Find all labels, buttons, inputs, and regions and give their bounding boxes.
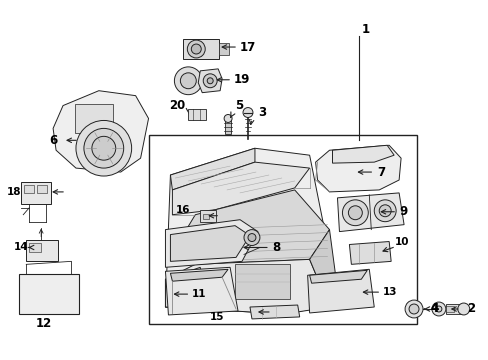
Circle shape — [457, 303, 469, 315]
Bar — [24, 185, 34, 193]
Text: 7: 7 — [376, 166, 385, 179]
Circle shape — [342, 200, 367, 226]
Polygon shape — [165, 260, 329, 314]
Text: 20: 20 — [169, 99, 185, 112]
Bar — [26, 239, 58, 261]
Circle shape — [174, 67, 202, 95]
Circle shape — [243, 108, 252, 117]
Polygon shape — [53, 91, 148, 172]
Polygon shape — [180, 190, 329, 264]
Circle shape — [347, 206, 362, 220]
Bar — [29, 243, 41, 252]
Polygon shape — [249, 305, 299, 319]
Polygon shape — [198, 69, 222, 93]
Polygon shape — [307, 269, 373, 313]
Bar — [203, 214, 209, 219]
Circle shape — [224, 114, 232, 122]
Text: 8: 8 — [271, 241, 280, 254]
Polygon shape — [165, 267, 205, 307]
Circle shape — [92, 136, 116, 160]
Circle shape — [203, 74, 217, 88]
Text: 3: 3 — [257, 106, 265, 119]
Circle shape — [435, 306, 441, 312]
Bar — [445, 304, 463, 314]
Bar — [224, 121, 231, 134]
Polygon shape — [349, 242, 390, 264]
Polygon shape — [170, 148, 254, 190]
Bar — [148, 135, 416, 324]
Polygon shape — [165, 220, 257, 267]
Circle shape — [191, 44, 201, 54]
Bar — [188, 109, 206, 121]
Text: 15: 15 — [210, 312, 224, 322]
Text: 19: 19 — [234, 73, 250, 86]
Text: 6: 6 — [49, 134, 57, 147]
Polygon shape — [309, 270, 366, 283]
Bar — [37, 185, 47, 193]
Circle shape — [373, 200, 395, 222]
Circle shape — [404, 300, 422, 318]
Polygon shape — [170, 226, 249, 261]
Bar — [183, 39, 219, 59]
Text: 17: 17 — [240, 41, 256, 54]
Text: 4: 4 — [430, 302, 438, 315]
Polygon shape — [332, 145, 393, 163]
Text: 1: 1 — [361, 23, 369, 36]
Circle shape — [244, 230, 260, 246]
Polygon shape — [170, 269, 227, 281]
Polygon shape — [315, 145, 400, 192]
Bar — [19, 274, 79, 314]
Text: 13: 13 — [383, 287, 397, 297]
Bar — [21, 182, 51, 204]
Bar — [445, 306, 453, 312]
Circle shape — [187, 40, 205, 58]
Polygon shape — [337, 193, 403, 231]
Text: 18: 18 — [6, 187, 21, 197]
Polygon shape — [165, 148, 339, 314]
Bar — [219, 43, 228, 55]
Circle shape — [431, 302, 445, 316]
Circle shape — [408, 304, 418, 314]
Polygon shape — [165, 267, 238, 315]
Text: 10: 10 — [394, 237, 409, 247]
Text: 2: 2 — [466, 302, 474, 315]
Text: 12: 12 — [36, 318, 52, 330]
Polygon shape — [172, 162, 309, 215]
Circle shape — [76, 121, 131, 176]
Circle shape — [247, 234, 255, 242]
Polygon shape — [309, 230, 339, 307]
Text: 9: 9 — [398, 205, 407, 218]
Bar — [235, 264, 289, 299]
Text: 11: 11 — [192, 289, 206, 299]
Text: 5: 5 — [235, 99, 243, 112]
Text: 4: 4 — [430, 302, 438, 315]
Bar — [75, 104, 113, 133]
Text: 14: 14 — [13, 243, 28, 252]
Circle shape — [379, 205, 390, 217]
Circle shape — [180, 73, 196, 89]
Bar — [200, 210, 216, 222]
Circle shape — [207, 78, 213, 84]
Text: 16: 16 — [175, 205, 189, 215]
Circle shape — [84, 129, 123, 168]
